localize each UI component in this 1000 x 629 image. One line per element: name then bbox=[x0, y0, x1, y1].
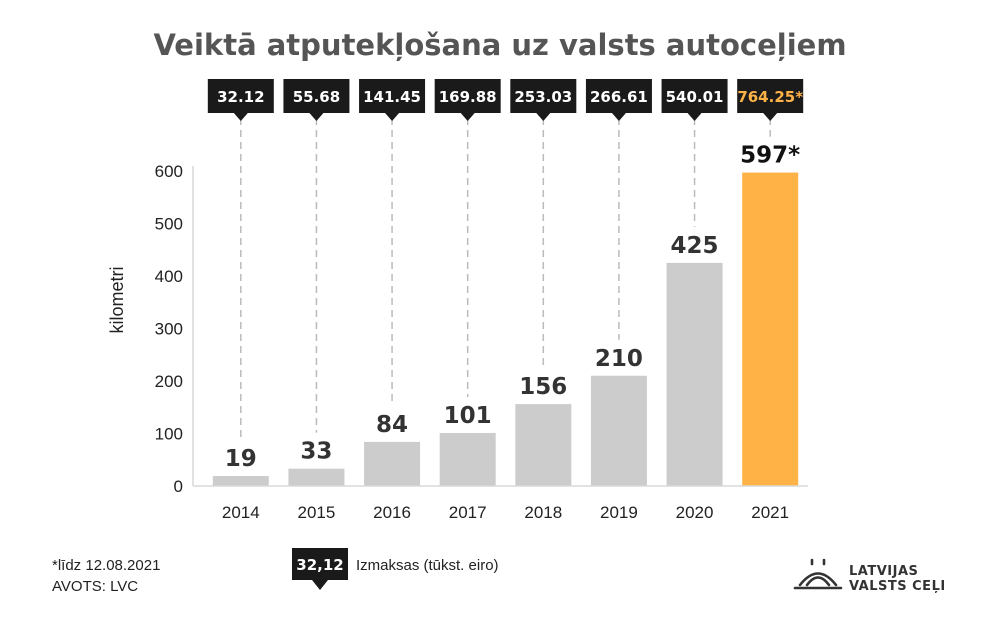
x-tick-label: 2017 bbox=[449, 503, 487, 522]
cost-box bbox=[661, 79, 728, 113]
bar bbox=[364, 441, 421, 486]
cost-box-pointer bbox=[233, 113, 248, 121]
cost-value: 266.61 bbox=[590, 88, 648, 106]
bar-value-label: 425 bbox=[671, 233, 719, 259]
cost-box-pointer bbox=[611, 113, 626, 121]
y-tick-label: 500 bbox=[155, 215, 183, 234]
cost-box bbox=[207, 79, 274, 113]
logo-line-2: VALSTS CEĻI bbox=[849, 579, 946, 594]
cost-value: 141.45 bbox=[363, 88, 421, 106]
bar-value-label: 101 bbox=[444, 403, 492, 429]
y-tick-label: 600 bbox=[155, 162, 183, 181]
bar bbox=[212, 476, 269, 486]
lvc-logo: LATVIJAS VALSTS CEĻI bbox=[793, 558, 946, 594]
y-tick-label: 200 bbox=[155, 372, 183, 391]
bar bbox=[590, 375, 647, 486]
bar-value-label: 156 bbox=[519, 374, 567, 400]
cost-box bbox=[585, 79, 652, 113]
road-arch-icon bbox=[793, 558, 843, 590]
cost-box bbox=[359, 79, 426, 113]
x-tick-label: 2021 bbox=[751, 503, 789, 522]
bar bbox=[439, 432, 496, 486]
cost-box-pointer bbox=[309, 113, 324, 121]
x-tick-label: 2015 bbox=[298, 503, 336, 522]
value-labels: 19 33 84 101 156 210 425 597* bbox=[225, 143, 800, 472]
cost-value: 32.12 bbox=[217, 88, 264, 106]
bar bbox=[666, 262, 723, 486]
bar-value-label: 84 bbox=[376, 412, 408, 438]
bar bbox=[288, 468, 345, 486]
y-tick-label: 400 bbox=[155, 267, 183, 286]
legend-sample-box bbox=[292, 548, 348, 580]
bar bbox=[742, 172, 799, 486]
cost-value: 55.68 bbox=[293, 88, 340, 106]
footnote: *līdz 12.08.2021 bbox=[52, 557, 160, 574]
chart-title: Veiktā atputekļošana uz valsts autoceļie… bbox=[153, 28, 846, 62]
cost-value: 540.01 bbox=[666, 88, 724, 106]
cost-box-pointer bbox=[460, 113, 475, 121]
x-tick-label: 2018 bbox=[524, 503, 562, 522]
cost-box-pointer bbox=[687, 113, 702, 121]
y-tick-label: 300 bbox=[155, 320, 183, 339]
x-axis-ticks: 2014 2015 2016 2017 2018 2019 2020 2021 bbox=[222, 503, 789, 522]
cost-legend: 32,12 Izmaksas (tūkst. eiro) bbox=[292, 548, 499, 590]
cost-box bbox=[510, 79, 577, 113]
y-tick-label: 0 bbox=[174, 477, 183, 496]
x-tick-label: 2019 bbox=[600, 503, 638, 522]
y-axis-label: kilometri bbox=[107, 266, 127, 333]
x-tick-label: 2016 bbox=[373, 503, 411, 522]
cost-box-pointer bbox=[536, 113, 551, 121]
cost-value: 253.03 bbox=[514, 88, 572, 106]
cost-connectors bbox=[240, 118, 771, 441]
cost-box bbox=[737, 79, 804, 113]
source-note: AVOTS: LVC bbox=[52, 578, 138, 595]
legend-label: Izmaksas (tūkst. eiro) bbox=[356, 557, 499, 574]
cost-box-pointer bbox=[763, 113, 778, 121]
x-tick-label: 2020 bbox=[676, 503, 714, 522]
bars bbox=[212, 172, 799, 486]
y-tick-label: 100 bbox=[155, 425, 183, 444]
legend-sample-value: 32,12 bbox=[296, 556, 343, 574]
cost-box bbox=[434, 79, 501, 113]
logo-line-1: LATVIJAS bbox=[849, 564, 918, 579]
bar-value-label: 33 bbox=[300, 439, 332, 465]
cost-box bbox=[283, 79, 350, 113]
bar bbox=[515, 404, 572, 486]
x-tick-label: 2014 bbox=[222, 503, 260, 522]
y-axis-ticks: 0 100 200 300 400 500 600 bbox=[155, 162, 183, 496]
bar-value-label: 210 bbox=[595, 346, 643, 372]
bar-value-label: 597* bbox=[740, 143, 800, 169]
bar-value-label: 19 bbox=[225, 446, 257, 472]
cost-box-pointer bbox=[385, 113, 400, 121]
cost-boxes: 32.12 55.68 141.45 169.88 253.03 266.61 540.01… bbox=[207, 79, 804, 121]
legend-sample-pointer bbox=[312, 580, 328, 590]
cost-value: 169.88 bbox=[439, 88, 497, 106]
cost-value: 764.25* bbox=[737, 88, 803, 106]
